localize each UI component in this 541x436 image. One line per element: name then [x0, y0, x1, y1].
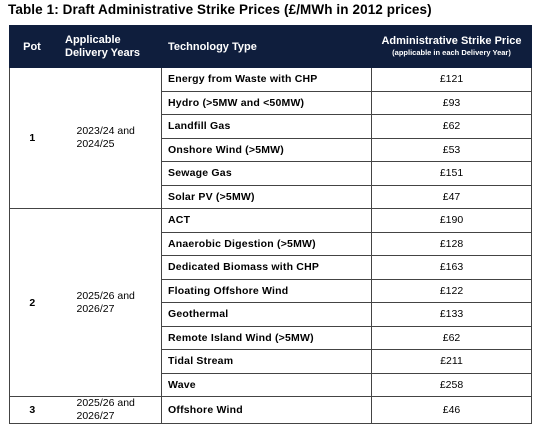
technology-type-cell: Floating Offshore Wind — [161, 278, 372, 303]
strike-price-cell: £46 — [371, 396, 532, 424]
strike-price-cell: £122 — [371, 278, 532, 303]
strike-price-cell: £128 — [371, 231, 532, 256]
technology-type-cell: Anaerobic Digestion (>5MW) — [161, 231, 372, 256]
table-row: Onshore Wind (>5MW) £53 — [10, 137, 532, 162]
table-row: Dedicated Biomass with CHP £163 — [10, 255, 532, 280]
delivery-years-cell: 2023/24 and 2024/25 — [54, 67, 162, 209]
strike-price-cell: £62 — [371, 114, 532, 139]
strike-price-cell: £190 — [371, 208, 532, 233]
strike-price-cell: £163 — [371, 255, 532, 280]
strike-price-cell: £47 — [371, 184, 532, 209]
pot-number-cell: 3 — [9, 396, 55, 424]
strike-price-cell: £53 — [371, 137, 532, 162]
table-body: 1 2023/24 and 2024/25 Energy from Waste wi… — [9, 67, 532, 424]
table-caption: Table 1: Draft Administrative Strike Pri… — [8, 2, 432, 17]
table-row: 3 2025/26 and 2026/27 Offshore Wind £46 — [9, 396, 532, 424]
table-row: Solar PV (>5MW) £47 — [10, 184, 532, 209]
table-row: Sewage Gas £151 — [10, 161, 532, 186]
strike-price-cell: £211 — [371, 349, 532, 374]
technology-type-cell: Sewage Gas — [161, 161, 372, 186]
technology-type-cell: Offshore Wind — [161, 396, 372, 424]
table-row: Tidal Stream £211 — [10, 349, 532, 374]
table-row: Anaerobic Digestion (>5MW) £128 — [10, 231, 532, 256]
table-row: Geothermal £133 — [10, 302, 532, 327]
technology-type-cell: Landfill Gas — [161, 114, 372, 139]
technology-type-cell: Wave — [161, 372, 372, 397]
strike-price-cell: £151 — [371, 161, 532, 186]
delivery-years-cell: 2025/26 and 2026/27 — [54, 208, 162, 397]
technology-type-cell: Solar PV (>5MW) — [161, 184, 372, 209]
strike-price-table: Pot Applicable Delivery Years Technology… — [9, 25, 532, 424]
technology-type-cell: Hydro (>5MW and <50MW) — [161, 90, 372, 115]
table-row: Floating Offshore Wind £122 — [10, 278, 532, 303]
table-row: Remote Island Wind (>5MW) £62 — [10, 325, 532, 350]
strike-price-cell: £62 — [371, 325, 532, 350]
header-strike-price-label: Administrative Strike Price — [381, 34, 522, 47]
technology-type-cell: ACT — [161, 208, 372, 233]
header-delivery-years: Applicable Delivery Years — [54, 25, 162, 68]
header-strike-price: Administrative Strike Price (applicable … — [371, 25, 532, 68]
strike-price-cell: £121 — [371, 67, 532, 92]
technology-type-cell: Geothermal — [161, 302, 372, 327]
technology-type-cell: Onshore Wind (>5MW) — [161, 137, 372, 162]
technology-type-cell: Remote Island Wind (>5MW) — [161, 325, 372, 350]
table-row: 2 2025/26 and 2026/27 ACT £190 — [9, 208, 532, 397]
strike-price-cell: £133 — [371, 302, 532, 327]
technology-type-cell: Dedicated Biomass with CHP — [161, 255, 372, 280]
pot-number-cell: 2 — [9, 208, 55, 397]
technology-type-cell: Tidal Stream — [161, 349, 372, 374]
strike-price-cell: £93 — [371, 90, 532, 115]
header-pot: Pot — [9, 25, 55, 68]
header-technology-type: Technology Type — [161, 25, 372, 68]
table-row: 1 2023/24 and 2024/25 Energy from Waste wi… — [9, 67, 532, 209]
pot-number-cell: 1 — [9, 67, 55, 209]
delivery-years-cell: 2025/26 and 2026/27 — [54, 396, 162, 424]
strike-price-cell: £258 — [371, 372, 532, 397]
table-row: Landfill Gas £62 — [10, 114, 532, 139]
technology-type-cell: Energy from Waste with CHP — [161, 67, 372, 92]
header-strike-price-note: (applicable in each Delivery Year) — [392, 47, 511, 57]
table-header-row: Pot Applicable Delivery Years Technology… — [9, 25, 532, 68]
table-row: Wave £258 — [10, 372, 532, 397]
table-row: Hydro (>5MW and <50MW) £93 — [10, 90, 532, 115]
